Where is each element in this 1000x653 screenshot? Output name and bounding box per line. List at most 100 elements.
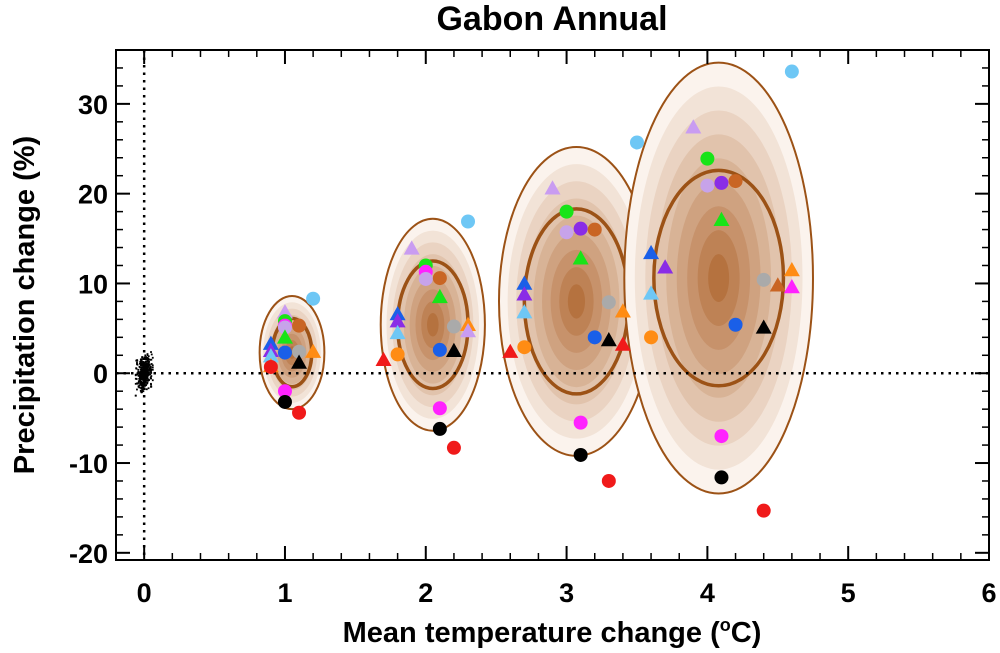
ellipse-outer-contour: [623, 61, 814, 495]
data-point-circle: [601, 473, 616, 488]
data-point-triangle: [403, 240, 420, 255]
noise-point: [140, 375, 143, 378]
noise-point: [134, 382, 137, 385]
noise-point: [151, 356, 154, 359]
ellipse-outer-contour: [379, 217, 486, 432]
data-point-triangle: [516, 286, 533, 301]
noise-point: [150, 371, 152, 373]
noise-point: [148, 369, 151, 371]
noise-point: [142, 362, 144, 365]
noise-point: [150, 382, 152, 385]
noise-point: [146, 373, 148, 376]
noise-point: [138, 377, 141, 380]
noise-point: [149, 377, 152, 380]
x-axis-label: Mean temperature change (oC): [343, 615, 762, 649]
noise-point: [139, 378, 142, 381]
data-point-triangle: [389, 324, 406, 340]
data-point-circle: [432, 342, 447, 357]
noise-point: [141, 384, 144, 387]
data-point-triangle: [755, 319, 772, 334]
data-point-circle: [728, 317, 743, 332]
data-point-circle: [714, 429, 729, 444]
noise-point: [150, 385, 153, 388]
data-point-circle: [728, 174, 743, 189]
noise-point: [145, 376, 147, 379]
noise-point: [147, 360, 150, 362]
x-tick-label: 4: [700, 578, 715, 608]
noise-point: [149, 373, 152, 376]
noise-point: [141, 378, 144, 381]
data-point-circle: [573, 447, 588, 462]
noise-point: [139, 363, 142, 366]
noise-point: [146, 353, 149, 355]
noise-point: [144, 384, 146, 387]
ellipse-group-4: [623, 61, 814, 495]
series-1-degree: [262, 291, 322, 420]
noise-point: [141, 358, 143, 361]
noise-point: [137, 374, 140, 377]
data-point-circle: [587, 222, 602, 237]
plot-frame: [115, 49, 990, 561]
noise-point: [136, 388, 138, 391]
noise-point: [142, 381, 145, 384]
noise-point: [140, 384, 143, 387]
noise-point: [144, 381, 147, 384]
noise-point: [145, 363, 148, 365]
noise-point: [136, 359, 138, 362]
noise-point: [142, 376, 145, 379]
noise-point: [140, 381, 142, 384]
noise-point: [146, 381, 149, 384]
x-tick-label: 6: [981, 578, 996, 608]
noise-point: [150, 353, 153, 356]
data-point-circle: [601, 295, 616, 310]
noise-point: [139, 366, 141, 369]
data-point-circle: [517, 340, 532, 355]
noise-point: [141, 386, 144, 389]
noise-point: [141, 366, 144, 369]
noise-point: [146, 377, 148, 380]
y-tick-label: 10: [78, 269, 108, 299]
noise-point: [139, 361, 142, 364]
data-point-circle: [292, 405, 307, 420]
noise-point: [138, 386, 141, 389]
noise-point: [141, 364, 144, 367]
noise-point: [137, 380, 140, 383]
series-2-degrees: [375, 214, 477, 455]
noise-point: [141, 356, 144, 359]
data-point-circle: [559, 204, 574, 219]
noise-point: [148, 367, 151, 369]
noise-point: [149, 376, 152, 379]
ellipse-group-3: [497, 145, 655, 457]
x-tick-label: 2: [418, 578, 433, 608]
data-point-triangle: [375, 351, 392, 367]
data-point-circle: [714, 175, 729, 190]
noise-point: [136, 373, 139, 376]
noise-point: [144, 369, 147, 372]
data-point-circle: [306, 291, 321, 306]
noise-point: [145, 368, 148, 371]
y-tick-labels: -20 -10 0 10 20 30: [69, 90, 108, 569]
uncertainty-ellipses: [258, 61, 814, 495]
noise-point: [136, 361, 138, 364]
noise-point: [148, 371, 150, 374]
noise-point: [148, 363, 150, 365]
noise-point: [147, 355, 150, 358]
data-point-circle: [263, 359, 278, 374]
noise-point: [150, 375, 153, 377]
noise-point: [146, 382, 149, 385]
noise-cloud: [134, 351, 154, 397]
noise-point: [146, 363, 149, 365]
ellipse-group-2: [379, 217, 486, 432]
y-tick-label: 30: [78, 90, 108, 120]
noise-point: [150, 351, 152, 353]
data-point-triangle: [783, 279, 800, 294]
noise-point: [142, 360, 144, 363]
data-point-triangle: [769, 277, 786, 292]
noise-point: [138, 384, 141, 387]
noise-point: [151, 364, 154, 367]
data-point-triangle: [600, 332, 617, 347]
noise-point: [145, 384, 148, 386]
noise-point: [150, 368, 153, 371]
data-point-triangle: [262, 335, 279, 350]
x-tick-label: 1: [277, 578, 292, 608]
